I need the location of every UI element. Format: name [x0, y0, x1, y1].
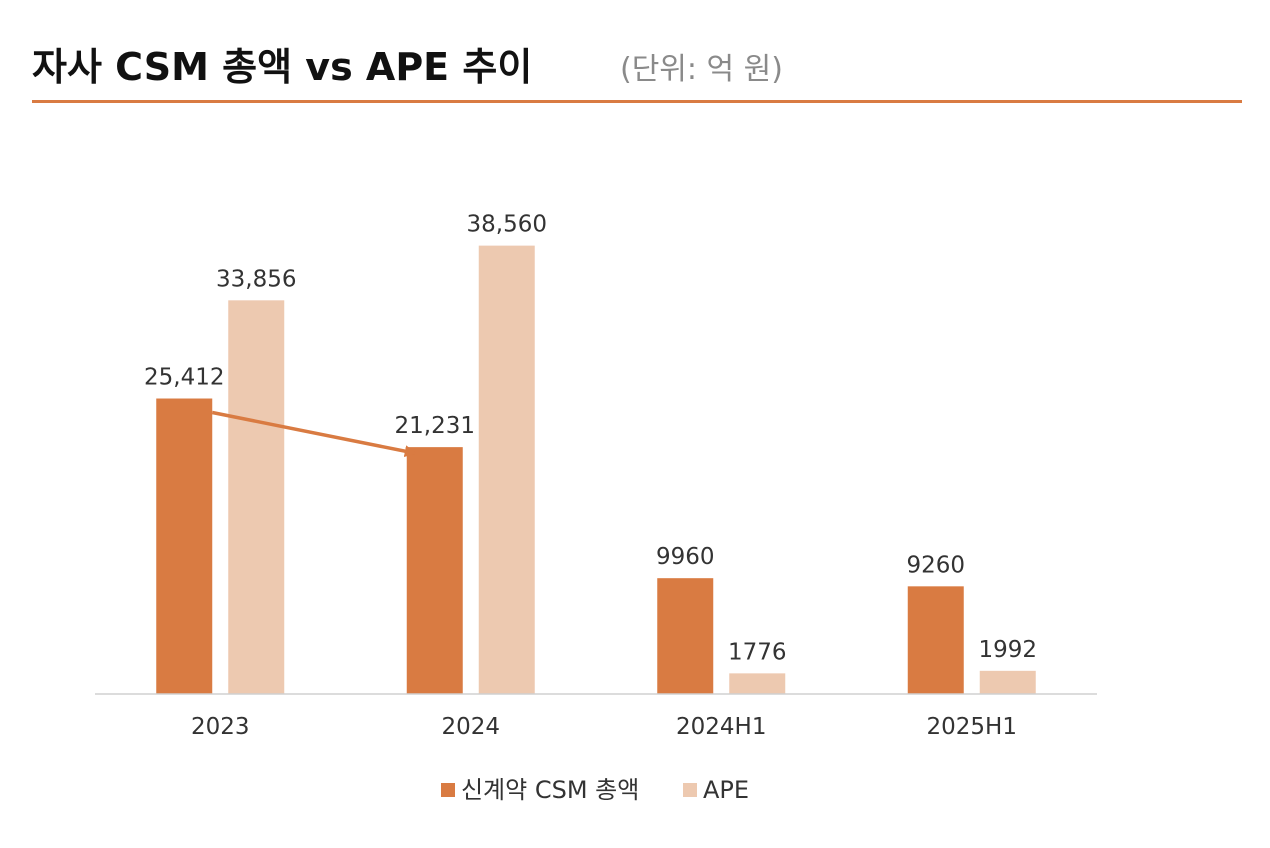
x-tick-label-2025H1: 2025H1	[927, 714, 1017, 740]
legend-swatch-csm	[440, 783, 455, 797]
title-divider	[32, 100, 1242, 103]
data-label-csm-2024: 21,231	[395, 413, 475, 439]
bar-ape-2023	[228, 300, 285, 694]
page-title: 자사 CSM 총액 vs APE 추이	[32, 45, 533, 89]
data-label-csm-2025H1: 9260	[906, 552, 965, 578]
legend-item-csm: 신계약 CSM 총액	[440, 770, 640, 805]
bar-csm-2024H1	[657, 578, 714, 694]
legend-swatch-ape	[682, 783, 697, 797]
bar-ape-2025H1	[979, 670, 1036, 694]
trend-arrow	[211, 410, 417, 458]
bar-ape-2024H1	[729, 673, 786, 694]
x-tick-label-2023: 2023	[191, 714, 250, 740]
legend-label-csm: 신계약 CSM 총액	[460, 776, 640, 804]
chart-legend: 신계약 CSM 총액 APE	[0, 770, 1190, 805]
bar-csm-2024	[406, 447, 463, 694]
x-tick-label-2024H1: 2024H1	[676, 714, 766, 740]
data-label-ape-2024H1: 1776	[728, 639, 787, 665]
title-row: 자사 CSM 총액 vs APE 추이 (단위: 억 원)	[32, 30, 1242, 100]
bar-csm-2023	[156, 398, 213, 694]
legend-label-ape: APE	[702, 776, 750, 804]
bar-ape-2024	[478, 245, 535, 694]
bar-chart: 25,412 33,856 2023 21,231 38,560 2024 9960 1776…	[95, 212, 1097, 740]
legend-item-ape: APE	[682, 776, 750, 804]
data-label-ape-2025H1: 1992	[978, 637, 1037, 663]
x-tick-label-2024: 2024	[441, 714, 500, 740]
data-label-csm-2023: 25,412	[144, 365, 224, 391]
data-label-ape-2023: 33,856	[216, 266, 296, 292]
unit-label: (단위: 억 원)	[620, 52, 783, 87]
data-label-ape-2024: 38,560	[467, 212, 547, 238]
data-label-csm-2024H1: 9960	[656, 544, 715, 570]
bar-csm-2025H1	[907, 586, 964, 694]
